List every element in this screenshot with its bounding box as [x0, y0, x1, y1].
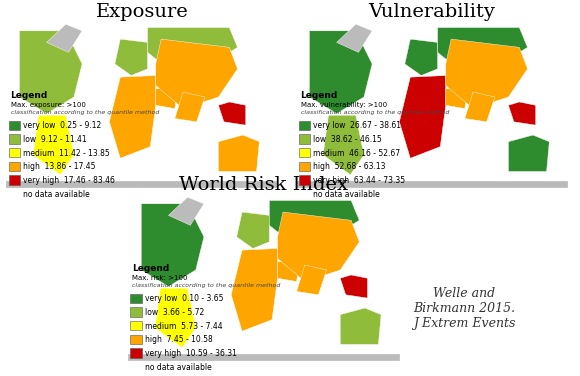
Polygon shape: [20, 31, 82, 114]
Text: no data available: no data available: [313, 190, 380, 199]
Text: medium  5.73 - 7.44: medium 5.73 - 7.44: [145, 322, 223, 331]
FancyBboxPatch shape: [130, 335, 142, 344]
FancyBboxPatch shape: [9, 189, 20, 199]
Title: Exposure: Exposure: [96, 3, 188, 21]
Text: Max. exposure: >100: Max. exposure: >100: [10, 102, 85, 108]
Polygon shape: [296, 265, 327, 295]
Text: high  52.68 - 63.13: high 52.68 - 63.13: [313, 162, 386, 171]
Polygon shape: [175, 92, 205, 122]
Title: Vulnerability: Vulnerability: [369, 3, 495, 21]
Text: very high  17.46 - 83.46: very high 17.46 - 83.46: [23, 176, 115, 185]
Polygon shape: [446, 89, 467, 109]
Polygon shape: [141, 204, 204, 287]
Polygon shape: [169, 197, 204, 225]
Polygon shape: [6, 181, 278, 188]
FancyBboxPatch shape: [299, 121, 310, 130]
Text: low  38.62 - 46.15: low 38.62 - 46.15: [313, 135, 382, 144]
Polygon shape: [231, 249, 278, 331]
Title: World Risk Index: World Risk Index: [179, 176, 349, 194]
Text: Max. risk: >100: Max. risk: >100: [132, 274, 188, 280]
Polygon shape: [336, 24, 372, 52]
Text: very high  63.44 - 73.35: very high 63.44 - 73.35: [313, 176, 405, 185]
Text: low  3.66 - 5.72: low 3.66 - 5.72: [145, 308, 204, 317]
Text: no data available: no data available: [23, 190, 90, 199]
Text: high  13.86 - 17.45: high 13.86 - 17.45: [23, 162, 96, 171]
Text: no data available: no data available: [145, 363, 212, 372]
Polygon shape: [509, 102, 536, 125]
FancyBboxPatch shape: [299, 148, 310, 158]
Polygon shape: [340, 275, 368, 298]
Polygon shape: [110, 76, 155, 158]
Polygon shape: [400, 76, 446, 158]
Polygon shape: [237, 212, 269, 249]
Polygon shape: [147, 27, 237, 64]
Text: Legend: Legend: [132, 264, 169, 273]
FancyBboxPatch shape: [9, 148, 20, 158]
Text: Max. vulnerability: >100: Max. vulnerability: >100: [300, 102, 387, 108]
FancyBboxPatch shape: [299, 162, 310, 171]
Text: very low  0.10 - 3.65: very low 0.10 - 3.65: [145, 294, 223, 303]
Polygon shape: [278, 262, 299, 282]
Polygon shape: [128, 354, 400, 361]
FancyBboxPatch shape: [130, 307, 142, 317]
Text: very low  0.25 - 9.12: very low 0.25 - 9.12: [23, 121, 101, 130]
Polygon shape: [509, 135, 549, 171]
FancyBboxPatch shape: [299, 189, 310, 199]
Polygon shape: [269, 200, 360, 237]
Polygon shape: [46, 24, 82, 52]
Text: classification according to the quantile method: classification according to the quantile…: [300, 110, 449, 115]
Text: high  7.45 - 10.58: high 7.45 - 10.58: [145, 335, 213, 344]
FancyBboxPatch shape: [299, 134, 310, 144]
FancyBboxPatch shape: [130, 294, 142, 303]
Text: low  9.12 - 11.41: low 9.12 - 11.41: [23, 135, 86, 144]
Polygon shape: [155, 89, 177, 109]
Polygon shape: [155, 288, 196, 348]
Polygon shape: [278, 212, 360, 282]
Text: classification according to the quantile method: classification according to the quantile…: [132, 283, 281, 288]
Text: medium  11.42 - 13.85: medium 11.42 - 13.85: [23, 149, 110, 158]
Polygon shape: [465, 92, 495, 122]
Polygon shape: [219, 135, 259, 171]
Polygon shape: [446, 39, 528, 109]
Text: very low  26.67 - 38.61: very low 26.67 - 38.61: [313, 121, 401, 130]
Polygon shape: [340, 308, 381, 344]
FancyBboxPatch shape: [299, 175, 310, 185]
Text: Welle and
Birkmann 2015.
J Extrem Events: Welle and Birkmann 2015. J Extrem Events: [413, 287, 515, 330]
Text: classification according to the quantile method: classification according to the quantile…: [10, 110, 159, 115]
Polygon shape: [219, 102, 246, 125]
Text: very high  10.59 - 36.31: very high 10.59 - 36.31: [145, 349, 237, 358]
FancyBboxPatch shape: [130, 362, 142, 371]
Text: Legend: Legend: [10, 91, 48, 100]
Polygon shape: [33, 115, 74, 175]
Text: Legend: Legend: [300, 91, 338, 100]
Polygon shape: [437, 27, 528, 64]
FancyBboxPatch shape: [130, 321, 142, 331]
Polygon shape: [115, 39, 147, 76]
FancyBboxPatch shape: [130, 348, 142, 358]
Polygon shape: [323, 115, 364, 175]
Polygon shape: [310, 31, 372, 114]
FancyBboxPatch shape: [9, 121, 20, 130]
FancyBboxPatch shape: [9, 134, 20, 144]
Polygon shape: [405, 39, 437, 76]
Polygon shape: [296, 181, 568, 188]
FancyBboxPatch shape: [9, 175, 20, 185]
Text: medium  46.16 - 52.67: medium 46.16 - 52.67: [313, 149, 400, 158]
FancyBboxPatch shape: [9, 162, 20, 171]
Polygon shape: [155, 39, 237, 109]
